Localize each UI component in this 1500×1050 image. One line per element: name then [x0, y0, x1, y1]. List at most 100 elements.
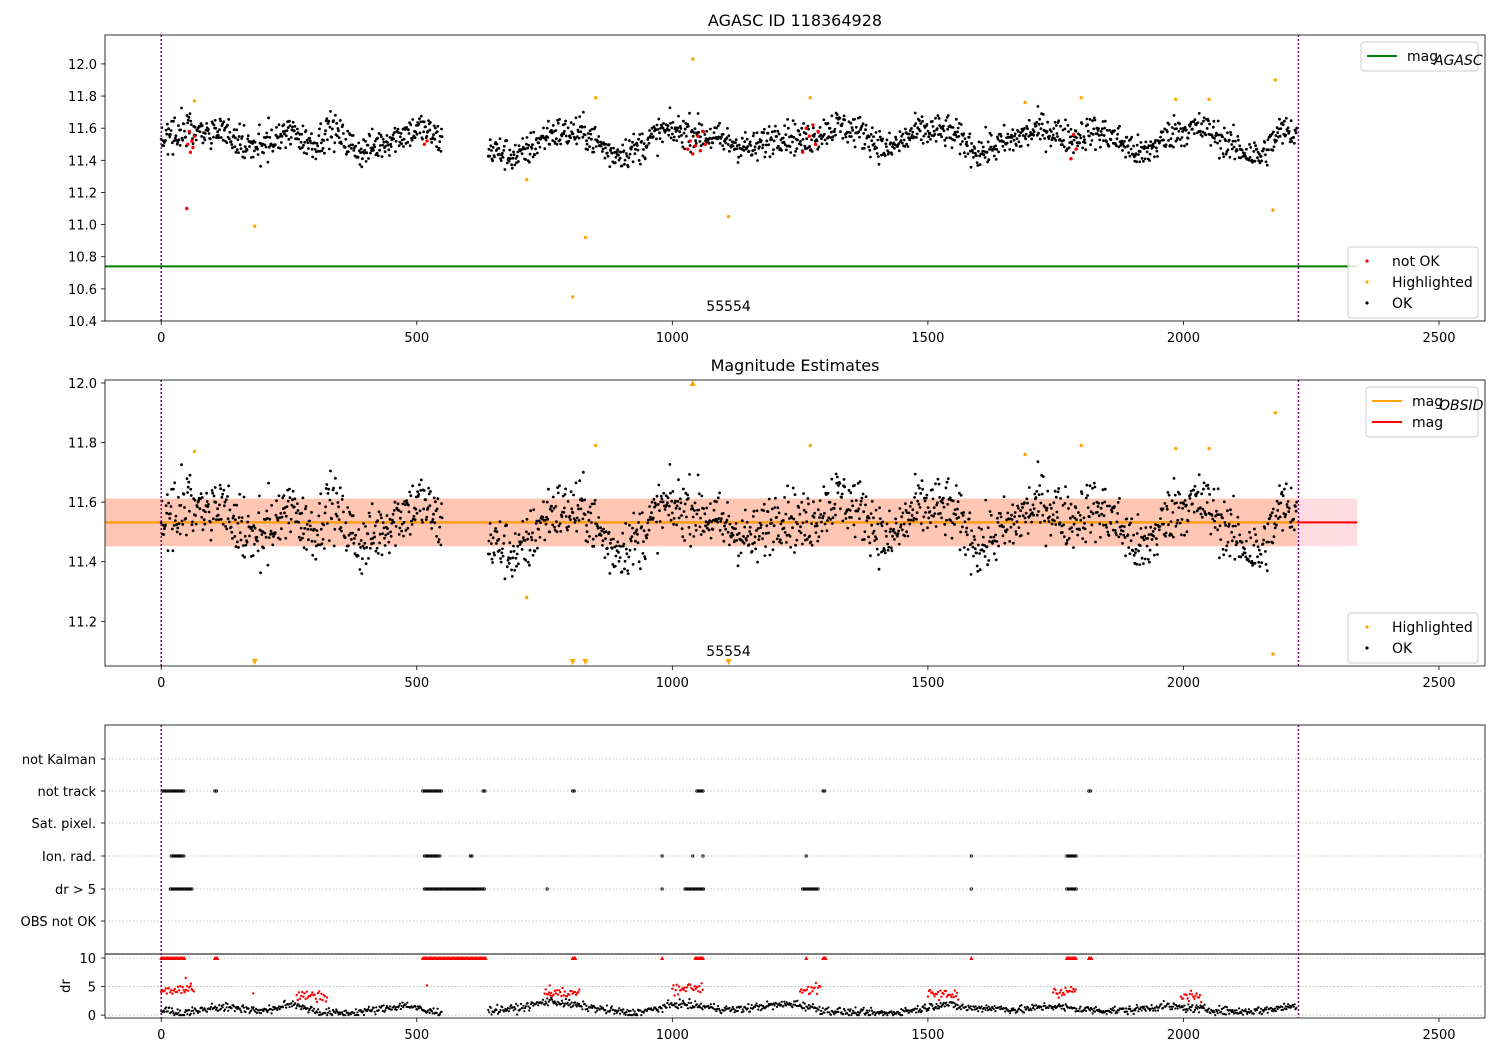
- ok-point: [808, 145, 812, 148]
- ok-point: [999, 134, 1003, 138]
- ok-point: [880, 524, 884, 528]
- dr-ok-point: [847, 1014, 851, 1017]
- ok-point: [1283, 487, 1286, 491]
- ok-point: [310, 539, 314, 543]
- ok-point: [1163, 127, 1167, 131]
- ok-point: [627, 156, 631, 160]
- ok-point: [817, 145, 821, 149]
- dr-ok-point: [299, 1005, 302, 1008]
- ok-point: [592, 150, 596, 154]
- ok-point: [520, 548, 524, 551]
- ok-point: [869, 512, 873, 515]
- ok-point: [767, 143, 770, 147]
- ok-point: [487, 539, 491, 543]
- legend-label: OK: [1392, 296, 1413, 312]
- ok-point: [946, 477, 950, 480]
- ok-point: [1106, 530, 1110, 534]
- ok-point: [661, 500, 665, 504]
- dr-ok-point: [981, 1010, 984, 1013]
- dr-ok-point: [316, 1011, 319, 1014]
- ok-point: [702, 530, 706, 533]
- ok-point: [310, 147, 314, 151]
- ok-point: [564, 134, 568, 138]
- y-tick-label: 12.0: [68, 58, 97, 73]
- flag-marker: [176, 887, 180, 891]
- ok-point: [942, 505, 946, 509]
- ok-point: [1062, 145, 1066, 149]
- ok-point: [1264, 160, 1268, 164]
- ok-point: [683, 502, 687, 506]
- ok-point: [243, 555, 247, 559]
- dr-ok-point: [436, 1007, 439, 1010]
- ok-point: [282, 494, 286, 498]
- ok-point: [991, 542, 994, 545]
- ok-point: [1048, 515, 1051, 519]
- ok-point: [320, 149, 324, 153]
- ok-point: [1101, 120, 1105, 123]
- ok-point: [432, 133, 435, 137]
- ok-point: [1278, 134, 1282, 138]
- ok-point: [856, 482, 860, 485]
- ok-point: [182, 122, 186, 126]
- flag-marker: [816, 887, 820, 891]
- ok-point: [611, 563, 615, 566]
- dr-ok-point: [519, 1002, 523, 1006]
- ok-point: [1172, 145, 1175, 149]
- ok-point: [237, 135, 241, 138]
- ok-point: [1281, 494, 1285, 498]
- flag-marker: [571, 789, 575, 793]
- ok-point: [193, 125, 197, 129]
- ok-point: [389, 145, 393, 149]
- ok-point: [498, 137, 502, 141]
- dr-ok-point: [313, 1007, 316, 1010]
- dr-ok-point: [802, 1007, 806, 1010]
- dr-ok-point: [543, 1003, 546, 1006]
- ok-point: [688, 473, 691, 476]
- ok-point: [167, 127, 171, 131]
- ok-point: [501, 151, 504, 155]
- ok-point: [747, 543, 751, 547]
- ok-point: [266, 563, 270, 567]
- ok-point: [1159, 135, 1162, 139]
- dr-ok-point: [758, 1004, 761, 1007]
- ok-point: [813, 511, 816, 515]
- ok-point: [436, 497, 440, 501]
- ok-point: [975, 154, 978, 158]
- ok-point: [400, 529, 403, 533]
- ok-point: [852, 139, 856, 142]
- ok-point: [1167, 493, 1171, 497]
- ok-point: [564, 119, 567, 123]
- dr-ok-point: [398, 1002, 402, 1005]
- ok-point: [608, 165, 612, 169]
- ok-point: [693, 131, 696, 135]
- highlighted-point: [594, 443, 598, 448]
- ok-point: [548, 142, 552, 146]
- ok-point: [646, 521, 650, 525]
- dr-ok-point: [1098, 1008, 1101, 1011]
- ok-point: [976, 164, 980, 167]
- ok-point: [683, 147, 686, 151]
- ok-point: [635, 141, 639, 145]
- ok-point: [586, 510, 590, 514]
- ok-point: [804, 510, 808, 514]
- ok-point: [915, 136, 918, 139]
- dr-ok-point: [604, 1009, 607, 1012]
- not-ok-point: [185, 206, 189, 211]
- ok-point: [826, 519, 829, 522]
- ok-point: [588, 129, 592, 133]
- dr-ok-point: [785, 1001, 788, 1004]
- ok-point: [373, 524, 377, 528]
- dr-ok-point: [585, 1004, 588, 1007]
- flag-marker: [168, 887, 172, 891]
- flag-marker: [174, 854, 178, 858]
- ok-point: [232, 503, 236, 507]
- ok-point: [834, 513, 837, 517]
- ok-point: [552, 507, 556, 510]
- ok-point: [1121, 542, 1124, 545]
- ok-point: [380, 135, 383, 139]
- y-tick-label: 10.4: [68, 315, 97, 330]
- dr-ok-point: [712, 1002, 716, 1006]
- ok-point: [1222, 553, 1226, 557]
- ok-point: [605, 151, 609, 155]
- ok-point: [357, 141, 361, 145]
